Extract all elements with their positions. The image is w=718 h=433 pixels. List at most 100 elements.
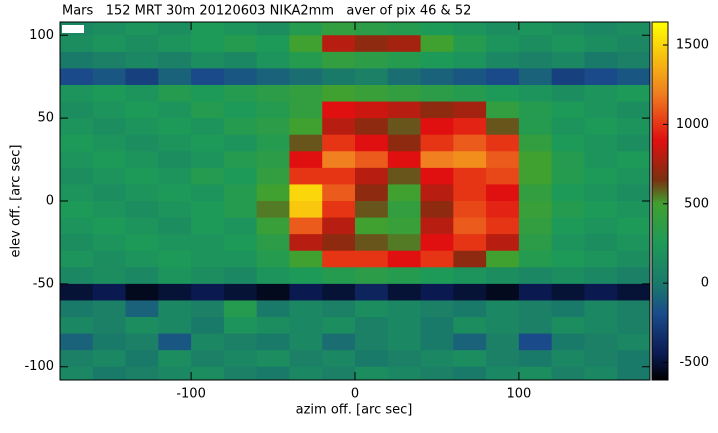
heatmap-cell [191, 101, 225, 119]
heatmap-cell [617, 217, 650, 235]
heatmap-cell [453, 366, 487, 380]
heatmap-cell [92, 151, 127, 169]
heatmap-cell [617, 300, 650, 318]
heatmap-cell [518, 84, 553, 103]
marker-box [62, 25, 84, 33]
heatmap-cell [60, 101, 94, 119]
heatmap-cell [256, 35, 290, 53]
heatmap-cell [486, 267, 520, 285]
heatmap-cell [322, 68, 356, 86]
heatmap-cell [551, 300, 585, 318]
heatmap-cell [518, 201, 553, 219]
heatmap-cell [551, 184, 585, 202]
heatmap-cell [584, 118, 618, 136]
heatmap-cell [60, 151, 94, 169]
heatmap-cell [125, 250, 159, 268]
heatmap-cell [518, 134, 553, 152]
heatmap-cell [551, 101, 585, 119]
heatmap-cell [289, 22, 323, 36]
heatmap-cell [453, 350, 487, 368]
heatmap-cell [60, 300, 94, 318]
heatmap-cell [420, 317, 454, 335]
heatmap-cell [289, 151, 323, 169]
heatmap-cell [289, 217, 323, 235]
colorbar-tick-label: 1500 [676, 38, 709, 53]
heatmap-cell [387, 134, 422, 152]
heatmap-cell [518, 350, 553, 368]
heatmap-cell [551, 51, 585, 69]
heatmap-cell [551, 118, 585, 136]
heatmap-cell [551, 201, 585, 219]
heatmap-cell [617, 267, 650, 285]
heatmap-cell [60, 366, 94, 380]
heatmap-cell [617, 317, 650, 335]
heatmap-cell [289, 167, 323, 185]
heatmap-cell [92, 184, 127, 202]
heatmap-cell [223, 68, 258, 86]
heatmap-cell [92, 217, 127, 235]
heatmap-cell [158, 300, 192, 318]
heatmap-cell [551, 35, 585, 53]
heatmap-cell [191, 283, 225, 301]
heatmap-cell [551, 84, 585, 103]
heatmap-cell [322, 134, 356, 152]
heatmap-cell [387, 151, 422, 169]
heatmap-cell [420, 201, 454, 219]
heatmap-cell [420, 151, 454, 169]
heatmap-cell [420, 366, 454, 380]
heatmap-cell [551, 68, 585, 86]
heatmap-cell [584, 134, 618, 152]
heatmap-cell [322, 234, 356, 252]
x-tick-label: 0 [351, 387, 359, 402]
heatmap-cell [551, 283, 585, 301]
heatmap-cell [322, 333, 356, 351]
heatmap-cell [289, 35, 323, 53]
heatmap-cell [191, 317, 225, 335]
heatmap-cell [420, 35, 454, 53]
heatmap-cell [60, 267, 94, 285]
heatmap-cell [223, 217, 258, 235]
heatmap-cell [518, 101, 553, 119]
heatmap-cell [486, 201, 520, 219]
heatmap-cell [551, 366, 585, 380]
heatmap-cell [453, 333, 487, 351]
heatmap-cell [518, 267, 553, 285]
colorbar [651, 21, 669, 381]
heatmap-cell [125, 217, 159, 235]
heatmap-cell [60, 51, 94, 69]
heatmap-cell [453, 317, 487, 335]
heatmap-cell [60, 317, 94, 335]
heatmap [60, 22, 650, 380]
heatmap-cell [486, 101, 520, 119]
heatmap-cell [256, 22, 290, 36]
heatmap-cell [420, 300, 454, 318]
heatmap-cell [387, 101, 422, 119]
heatmap-cell [158, 201, 192, 219]
heatmap-cell [584, 167, 618, 185]
heatmap-cell [125, 300, 159, 318]
heatmap-cell [584, 151, 618, 169]
heatmap-cell [355, 167, 389, 185]
heatmap-cell [256, 84, 290, 103]
heatmap-cell [223, 366, 258, 380]
heatmap-cell [322, 366, 356, 380]
heatmap-cell [420, 68, 454, 86]
heatmap-cell [420, 118, 454, 136]
heatmap-cell [289, 68, 323, 86]
heatmap-cell [518, 317, 553, 335]
heatmap-cell [256, 151, 290, 169]
heatmap-cell [322, 101, 356, 119]
heatmap-cell [617, 366, 650, 380]
heatmap-cell [223, 267, 258, 285]
heatmap-cell [125, 184, 159, 202]
heatmap-cell [617, 350, 650, 368]
x-tick-label: -100 [176, 387, 206, 402]
heatmap-cell [617, 151, 650, 169]
heatmap-cell [158, 167, 192, 185]
heatmap-cell [387, 201, 422, 219]
heatmap-cell [125, 134, 159, 152]
heatmap-cell [158, 68, 192, 86]
heatmap-cell [92, 167, 127, 185]
heatmap-cell [92, 22, 127, 36]
